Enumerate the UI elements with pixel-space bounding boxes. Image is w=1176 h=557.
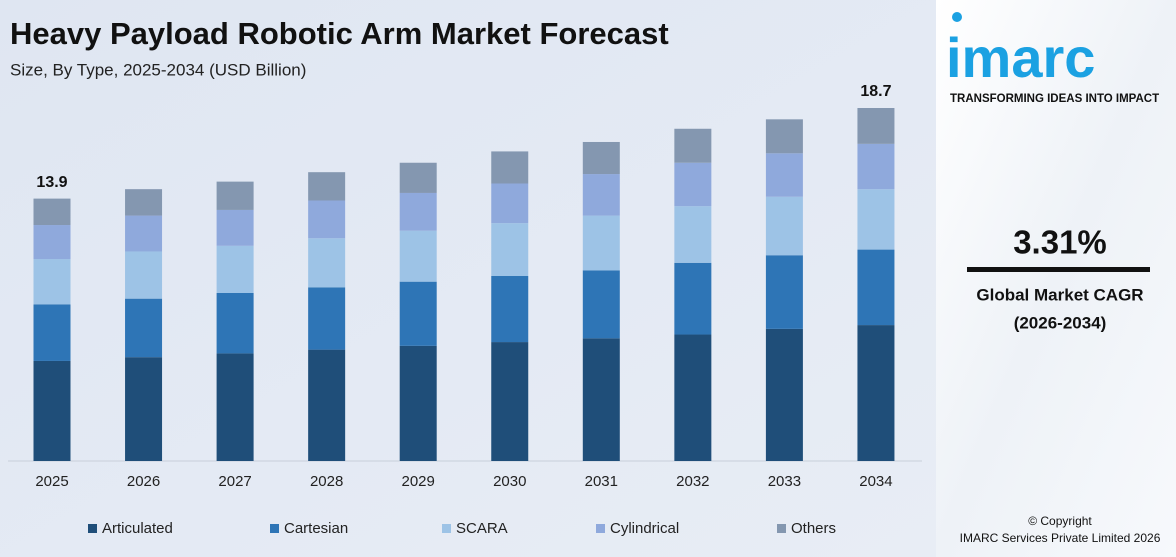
cagr-period: (2026-2034) <box>1014 313 1107 332</box>
bar-segment <box>308 238 346 288</box>
x-tick-label: 2031 <box>585 473 618 490</box>
bar-segment <box>674 128 712 163</box>
x-tick-label: 2033 <box>768 473 801 490</box>
bar-segment <box>125 251 163 299</box>
total-label: 13.9 <box>36 174 67 191</box>
bar-segment <box>33 225 71 260</box>
bar-segment <box>33 304 71 361</box>
bar-segment <box>216 292 254 354</box>
bar-segment <box>582 141 620 175</box>
bar-segment <box>765 328 803 461</box>
bar-segment <box>857 325 895 461</box>
bar-segment <box>765 255 803 329</box>
x-tick-label: 2034 <box>859 473 892 490</box>
bar-segment <box>491 223 529 277</box>
bar-segment <box>491 151 529 184</box>
chart-title: Heavy Payload Robotic Arm Market Forecas… <box>10 16 669 51</box>
bar-segment <box>674 334 712 461</box>
bar-segment <box>308 172 346 201</box>
bar-segment <box>33 360 71 461</box>
legend-label: Others <box>791 520 836 537</box>
legend-label: Articulated <box>102 520 173 537</box>
legend-swatch <box>270 524 279 533</box>
bar-segment <box>399 162 437 193</box>
cagr-value: 3.31% <box>1013 224 1107 261</box>
x-tick-label: 2028 <box>310 473 343 490</box>
x-tick-label: 2026 <box>127 473 160 490</box>
logo-dot <box>952 12 962 22</box>
chart-subtitle: Size, By Type, 2025-2034 (USD Billion) <box>10 60 306 79</box>
copyright: © Copyright <box>1028 514 1092 528</box>
bar-segment <box>399 230 437 282</box>
bar-segment <box>216 181 254 210</box>
legend-swatch <box>777 524 786 533</box>
bar-segment <box>33 198 71 226</box>
bar-segment <box>857 189 895 250</box>
legend-label: Cartesian <box>284 520 348 537</box>
x-tick-label: 2030 <box>493 473 526 490</box>
bar-segment <box>491 342 529 461</box>
bar-segment <box>399 345 437 461</box>
bar-segment <box>674 262 712 335</box>
company: IMARC Services Private Limited 2026 <box>960 531 1161 545</box>
bar-segment <box>857 143 895 190</box>
bar-segment <box>765 196 803 256</box>
tagline: TRANSFORMING IDEAS INTO IMPACT <box>950 93 1159 105</box>
bar-segment <box>582 270 620 339</box>
bar-segment <box>491 183 529 224</box>
bar-segment <box>765 119 803 154</box>
bar-segment <box>125 357 163 461</box>
bar-segment <box>125 189 163 216</box>
bar-segment <box>857 108 895 144</box>
x-tick-label: 2032 <box>676 473 709 490</box>
bar-segment <box>308 287 346 350</box>
bar-segment <box>125 298 163 358</box>
bar-segment <box>216 353 254 461</box>
sidebar-background <box>936 0 1176 557</box>
bar-segment <box>399 192 437 231</box>
bar-segment <box>308 200 346 239</box>
legend-swatch <box>442 524 451 533</box>
total-label: 18.7 <box>860 83 891 100</box>
bar-segment <box>216 209 254 246</box>
legend-swatch <box>596 524 605 533</box>
bar-segment <box>399 281 437 346</box>
bar-segment <box>33 259 71 305</box>
cagr-rule <box>967 267 1150 272</box>
bar-segment <box>125 215 163 252</box>
x-tick-label: 2027 <box>218 473 251 490</box>
x-tick-label: 2025 <box>35 473 68 490</box>
bar-segment <box>216 245 254 293</box>
legend-label: Cylindrical <box>610 520 679 537</box>
bar-segment <box>308 349 346 461</box>
logo: imarc <box>946 26 1095 89</box>
bar-segment <box>857 249 895 326</box>
bar-segment <box>765 153 803 197</box>
cagr-label: Global Market CAGR <box>976 285 1143 304</box>
bar-segment <box>582 338 620 461</box>
bar-segment <box>674 206 712 263</box>
legend-label: SCARA <box>456 520 508 537</box>
bar-segment <box>582 174 620 216</box>
x-tick-label: 2029 <box>402 473 435 490</box>
legend-swatch <box>88 524 97 533</box>
bar-segment <box>582 215 620 271</box>
bar-segment <box>674 162 712 207</box>
bar-segment <box>491 276 529 343</box>
